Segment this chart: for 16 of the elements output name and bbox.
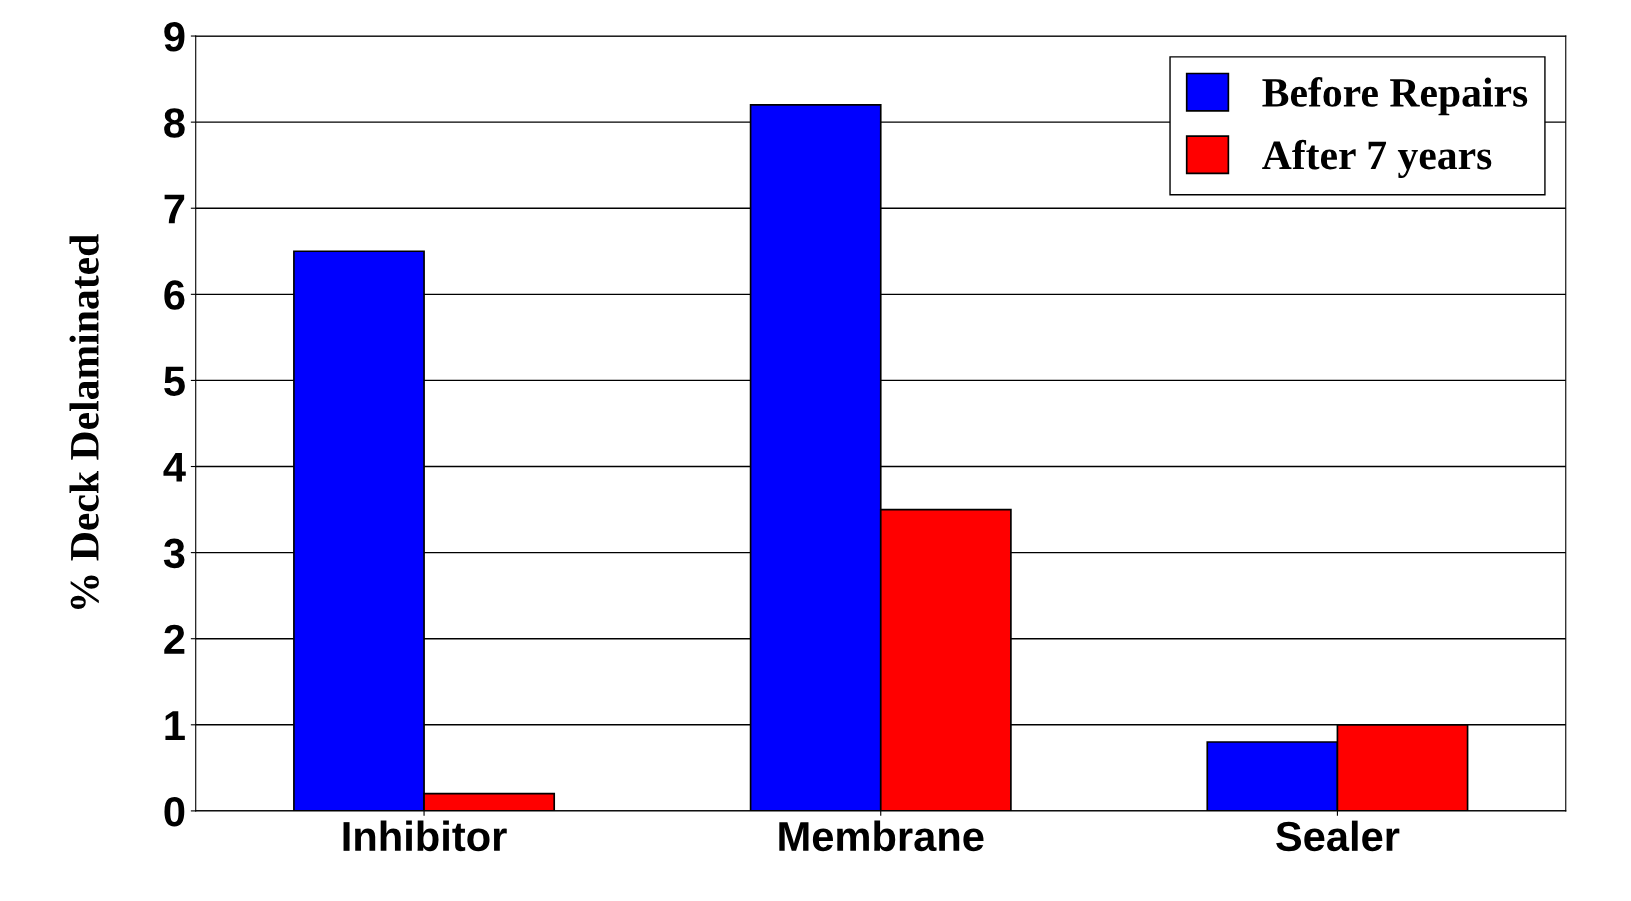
y-tick-label: 9 [164,22,185,52]
y-axis-title: % Deck Delaminated [69,234,99,609]
y-tick-label: 5 [164,366,185,396]
y-tick-label: 3 [163,538,185,569]
y-tick-label: 7 [164,194,185,224]
y-tick-label: 4 [163,452,186,482]
legend-label: Before Repairs [1262,77,1528,116]
x-tick-label: Membrane [779,820,984,852]
x-tick-label: Inhibitor [343,820,507,852]
y-tick-label: 0 [164,796,185,827]
y-tick-label: 2 [164,624,185,654]
x-tick-label: Sealer [1276,820,1400,852]
legend-label: After 7 years [1262,139,1492,179]
y-tick-label: 1 [165,711,185,740]
y-tick-label: 6 [164,280,185,310]
y-tick-label: 8 [164,108,185,138]
